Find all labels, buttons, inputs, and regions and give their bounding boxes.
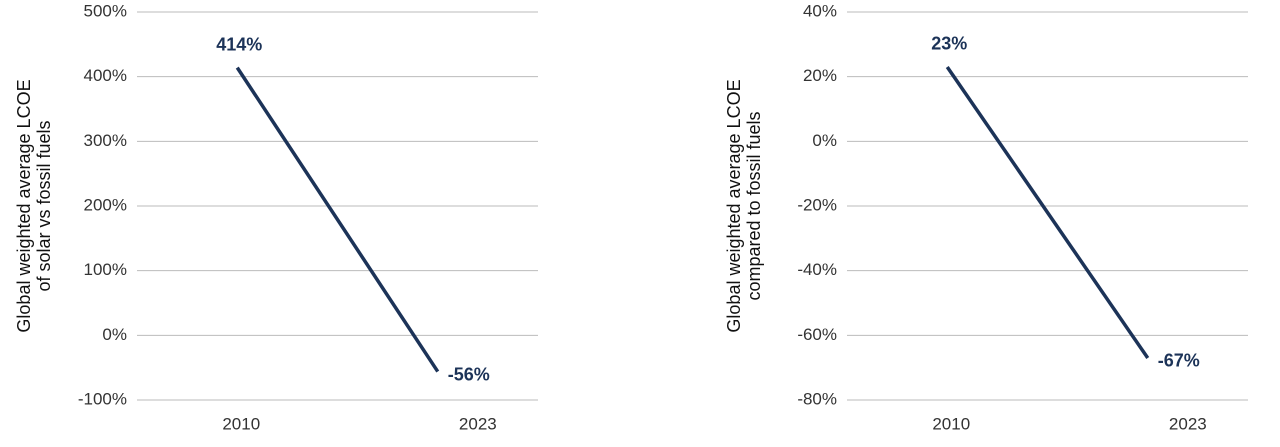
y-axis-label: of solar vs fossil fuels: [34, 120, 54, 291]
y-axis-label: compared to fossil fuels: [744, 111, 764, 300]
y-tick-label: 500%: [84, 1, 127, 20]
y-tick-label: 300%: [84, 131, 127, 150]
data-label: -56%: [448, 364, 490, 384]
y-tick-label: 40%: [803, 1, 837, 20]
data-label: -67%: [1158, 351, 1200, 371]
y-tick-label: 100%: [84, 260, 127, 279]
line: [945, 65, 1150, 359]
x-tick-label: 2010: [932, 414, 970, 433]
y-tick-label: -60%: [797, 325, 837, 344]
x-tick-label: 2023: [459, 414, 497, 433]
y-axis-label: Global weighted average LCOE: [14, 79, 34, 332]
y-tick-label: 0%: [812, 131, 837, 150]
y-tick-label: -100%: [78, 389, 127, 408]
data-label: 23%: [931, 34, 967, 54]
y-axis-label: Global weighted average LCOE: [724, 79, 744, 332]
y-tick-label: 20%: [803, 66, 837, 85]
x-tick-label: 2010: [222, 414, 260, 433]
y-tick-label: 400%: [84, 66, 127, 85]
y-tick-label: -80%: [797, 389, 837, 408]
y-tick-label: -20%: [797, 195, 837, 214]
x-tick-label: 2023: [1169, 414, 1207, 433]
line: [235, 66, 440, 373]
y-tick-label: 0%: [102, 325, 127, 344]
y-tick-label: 200%: [84, 195, 127, 214]
y-tick-label: -40%: [797, 260, 837, 279]
data-label: 414%: [216, 34, 262, 54]
